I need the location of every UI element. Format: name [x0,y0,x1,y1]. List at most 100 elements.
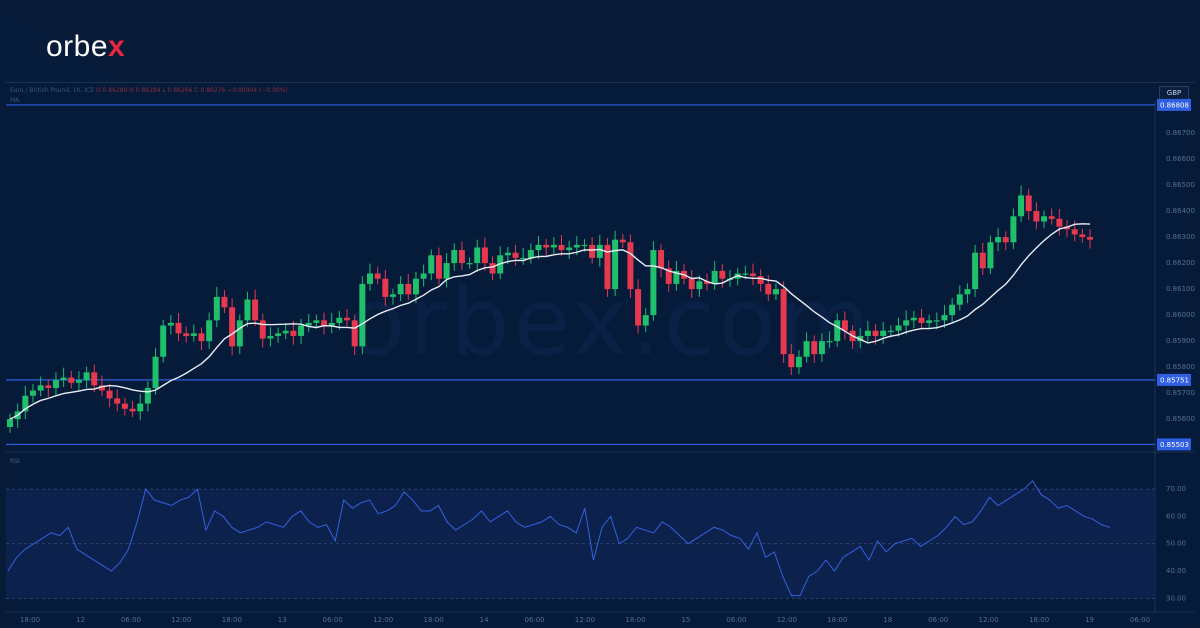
rsi-line [7,480,1111,597]
candle-body [658,250,665,269]
candle-body [742,273,749,275]
candle-body [405,283,412,295]
candle-body [37,385,44,391]
candle-body [137,403,144,412]
candle-body [627,242,634,290]
candle-body [520,257,527,260]
candle-body [328,322,335,326]
time-tick-label: 19 [1085,616,1094,624]
time-tick-label: 18:00 [20,616,40,624]
price-tick-label: 0.86400 [1166,207,1195,215]
candle-body [504,252,511,256]
candle-body [374,273,381,279]
candle-body [106,390,113,399]
candle-body [872,330,879,336]
candle-body [949,304,956,316]
candle-body [1064,226,1071,230]
candle-body [589,244,596,258]
candle-body [175,322,182,334]
candle-body [841,320,848,331]
time-tick-label: 06:00 [726,616,746,624]
candle-body [1071,229,1078,235]
candle-body [1010,216,1017,243]
candle-body [252,299,259,321]
candle-body [68,377,75,383]
candle-body [359,283,366,347]
time-tick-label: 12:00 [373,616,393,624]
candle-body [749,273,756,277]
candle-body [221,296,228,308]
candle-body [144,387,151,404]
candle-body [650,250,657,316]
level-price-label: 0.86808 [1160,101,1189,109]
candle-body [857,335,864,342]
candle-body [612,239,619,290]
candle-body [972,252,979,290]
symbol-line: Euro / British Pound, 1h, ICE [10,87,95,94]
candle-body [29,390,36,396]
candle-body [558,244,565,251]
candle-body [765,283,772,295]
candle-body [160,325,167,357]
candle-body [834,320,841,342]
candle-body [305,322,312,326]
orbex-logo: orbex [46,30,126,63]
time-tick-label: 12:00 [171,616,191,624]
candle-body [206,320,213,342]
candle-body [527,250,534,258]
candle-body [1033,211,1040,222]
candle-body [1002,237,1009,243]
candle-body [213,296,220,321]
candle-body [995,237,1002,243]
candle-body [887,330,894,332]
rsi-tick-label: 30.00 [1166,594,1186,602]
candle-body [198,333,205,342]
candle-body [236,320,243,347]
indicator-legend: MA [10,97,20,104]
time-tick-label: 12:00 [575,616,595,624]
candle-body [466,263,473,265]
time-tick-label: 18:00 [625,616,645,624]
rsi-band [6,489,1155,599]
candle-body [367,273,373,284]
candle-body [344,317,351,321]
candle-body [1087,237,1093,240]
candle-body [910,317,917,321]
candle-body [880,330,887,336]
candle-body [933,320,940,322]
candle-body [956,294,963,305]
candle-body [941,315,948,321]
candle-body [596,244,603,258]
candle-body [772,289,779,295]
candle-body [903,320,910,326]
time-tick-label: 15 [681,616,690,624]
candle-body [1056,218,1063,227]
candle-body [244,299,251,321]
price-tick-label: 0.85800 [1166,363,1195,371]
rsi-tick-label: 60.00 [1166,512,1186,520]
time-tick-label: 13 [278,616,287,624]
time-tick-label: 18:00 [222,616,242,624]
candle-body [428,255,435,274]
price-tick-label: 0.86100 [1166,285,1195,293]
candle-body [98,385,105,391]
candle-body [964,289,971,295]
rsi-tick-label: 50.00 [1166,540,1186,548]
level-price-label: 0.85751 [1160,376,1189,384]
price-tick-label: 0.86300 [1166,233,1195,241]
candle-body [1018,195,1025,217]
level-price-badge [1157,373,1191,386]
candle-body [864,330,871,336]
price-tick-label: 0.86700 [1166,129,1195,137]
candle-body [451,250,458,264]
time-tick-label: 06:00 [524,616,544,624]
candle-body [719,270,726,279]
candle-body [91,372,98,386]
candle-body [696,281,703,290]
candle-body [412,278,419,295]
candle-body [259,320,266,339]
rsi-tick-label: 70.00 [1166,485,1186,493]
candle-body [481,247,488,264]
candle-body [420,273,427,279]
